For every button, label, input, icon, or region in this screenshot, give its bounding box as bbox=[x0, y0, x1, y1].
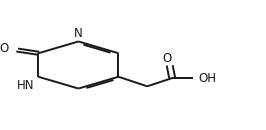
Text: N: N bbox=[74, 27, 83, 40]
Text: O: O bbox=[163, 52, 172, 65]
Text: O: O bbox=[0, 42, 9, 55]
Text: OH: OH bbox=[198, 72, 216, 85]
Text: HN: HN bbox=[17, 79, 35, 92]
